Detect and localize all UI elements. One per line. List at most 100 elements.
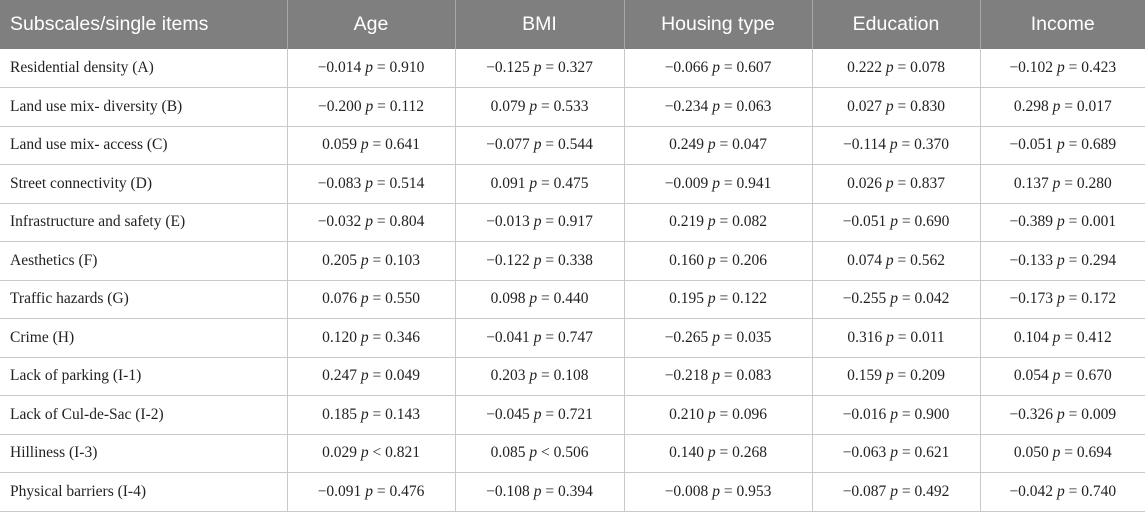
r-value: −0.234 (664, 97, 709, 115)
cell-education: −0.087 p = 0.492 (811, 472, 980, 512)
p-label: p (885, 251, 894, 269)
p-operator: = (897, 59, 907, 76)
p-value: 0.641 (385, 136, 420, 154)
p-value: 0.370 (914, 136, 950, 154)
p-value: 0.103 (385, 251, 420, 269)
p-value: 0.001 (1081, 213, 1117, 231)
r-value: −0.125 (486, 59, 530, 76)
r-value: 0.140 (669, 444, 704, 462)
r-value: 0.091 (490, 174, 526, 192)
cell-bmi: 0.203 p = 0.108 (454, 357, 624, 396)
p-operator: = (376, 482, 386, 500)
p-value: 0.837 (910, 174, 945, 192)
p-label: p (707, 290, 716, 308)
p-operator: = (901, 405, 911, 423)
cell-age: 0.205 p = 0.103 (286, 241, 455, 281)
cell-housing-type: −0.218 p = 0.083 (623, 357, 812, 396)
p-operator: = (1068, 136, 1078, 154)
p-label: p (533, 136, 542, 154)
cell-bmi: 0.085 p < 0.506 (454, 434, 624, 473)
row-label: Traffic hazards (G) (0, 280, 287, 319)
p-label: p (529, 444, 538, 462)
cell-housing-type: 0.140 p = 0.268 (623, 434, 812, 473)
p-operator: = (540, 367, 550, 385)
r-value: 0.222 (847, 59, 882, 76)
p-label: p (885, 59, 894, 76)
p-operator: = (377, 97, 386, 115)
row-label: Infrastructure and safety (E) (0, 203, 287, 242)
p-label: p (890, 213, 898, 231)
p-operator: = (897, 367, 907, 385)
p-operator: = (540, 174, 550, 192)
p-operator: = (1064, 174, 1073, 192)
p-label: p (533, 405, 542, 423)
r-value: 0.120 (322, 328, 357, 346)
table-row: Street connectivity (D) −0.083 p = 0.514 0… (0, 164, 1145, 204)
cell-income: −0.173 p = 0.172 (979, 280, 1145, 319)
cell-income: −0.389 p = 0.001 (979, 203, 1145, 242)
p-value: 0.941 (736, 174, 772, 192)
p-label: p (360, 251, 369, 269)
p-value: 0.514 (389, 174, 425, 192)
p-label: p (533, 482, 542, 500)
p-label: p (1056, 59, 1065, 76)
p-value: 0.096 (732, 405, 767, 423)
table-row: Hilliness (I-3) 0.029 p < 0.821 0.085 p < … (0, 434, 1145, 473)
cell-education: −0.114 p = 0.370 (811, 126, 980, 165)
cell-education: 0.027 p = 0.830 (811, 87, 980, 127)
p-label: p (365, 59, 373, 76)
p-operator: = (1068, 59, 1078, 76)
p-operator: = (901, 290, 911, 308)
r-value: 0.249 (669, 136, 704, 154)
p-operator: = (723, 174, 733, 192)
p-operator: = (372, 328, 382, 346)
p-operator: = (545, 328, 555, 346)
header-bmi: BMI (454, 0, 624, 49)
cell-bmi: −0.013 p = 0.917 (454, 203, 624, 242)
p-operator: = (719, 213, 729, 231)
r-value: 0.098 (490, 290, 526, 308)
p-label: p (712, 59, 720, 76)
p-operator: < (540, 444, 550, 462)
p-label: p (365, 174, 373, 192)
p-value: 0.035 (736, 328, 772, 346)
p-label: p (712, 482, 720, 500)
r-value: −0.045 (486, 405, 530, 423)
p-operator: = (897, 174, 907, 192)
header-housing-type: Housing type (623, 0, 812, 49)
p-label: p (707, 136, 716, 154)
cell-income: −0.051 p = 0.689 (979, 126, 1145, 165)
p-label: p (529, 290, 538, 308)
p-operator: = (901, 482, 911, 500)
p-value: 0.689 (1081, 136, 1117, 154)
r-value: −0.032 (317, 213, 362, 231)
r-value: −0.114 (842, 136, 887, 154)
cell-housing-type: −0.009 p = 0.941 (623, 164, 812, 204)
cell-bmi: −0.077 p = 0.544 (454, 126, 624, 165)
row-label: Residential density (A) (0, 49, 287, 88)
p-operator: = (545, 213, 555, 231)
p-value: 0.063 (736, 97, 772, 115)
p-operator: = (376, 59, 386, 76)
p-value: 0.476 (389, 482, 425, 500)
table-header: Subscales/single items Age BMI Housing t… (0, 0, 1145, 49)
p-value: 0.082 (732, 213, 767, 231)
p-operator: = (376, 213, 386, 231)
p-value: 0.338 (557, 251, 593, 269)
p-label: p (365, 213, 373, 231)
p-operator: = (372, 136, 382, 154)
cell-education: 0.074 p = 0.562 (811, 241, 980, 281)
p-value: 0.112 (389, 97, 425, 115)
p-value: 0.721 (557, 405, 593, 423)
p-value: 0.550 (385, 290, 420, 308)
cell-housing-type: 0.210 p = 0.096 (623, 395, 812, 435)
header-education: Education (811, 0, 980, 49)
p-operator: = (545, 251, 555, 269)
p-label: p (533, 59, 542, 76)
r-value: −0.218 (664, 367, 709, 385)
r-value: 0.104 (1013, 328, 1049, 346)
p-label: p (533, 328, 542, 346)
p-value: 0.506 (553, 444, 589, 462)
r-value: −0.255 (842, 290, 887, 308)
p-label: p (1056, 136, 1065, 154)
